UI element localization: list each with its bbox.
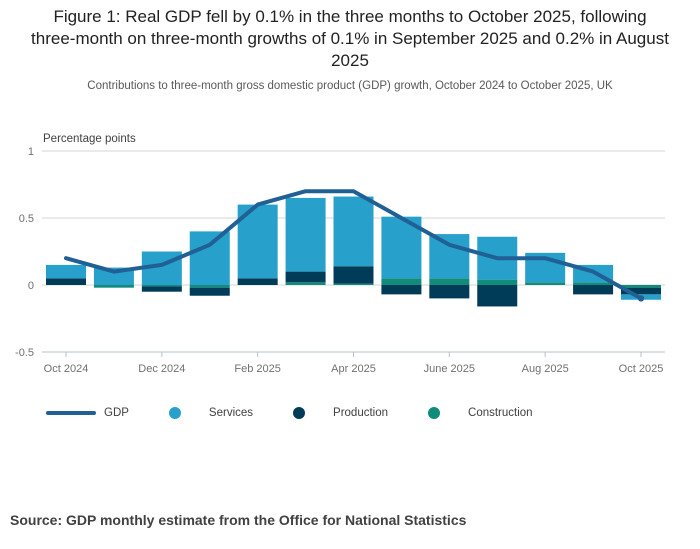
- bar-segment-construction: [477, 279, 518, 285]
- bar-segment-production: [621, 287, 661, 295]
- bar-segment-production: [141, 286, 182, 292]
- bar-segment-construction: [141, 285, 182, 287]
- bar-segment-construction: [429, 278, 470, 285]
- legend-item-gdp: GDP: [46, 407, 129, 419]
- bar-segment-services: [46, 264, 86, 279]
- legend-item-services: Services: [168, 407, 254, 419]
- legend-label: Production: [333, 407, 389, 419]
- figure-title: Figure 1: Real GDP fell by 0.1% in the t…: [31, 7, 669, 70]
- bar-segment-construction: [525, 282, 566, 285]
- gdp-line: [64, 189, 643, 301]
- bar-segment-production: [429, 285, 470, 299]
- legend-item-production: Production: [293, 407, 388, 419]
- y-tick-label: 0: [28, 280, 34, 292]
- y-tick-label: -0.5: [15, 347, 34, 359]
- bar-segment-construction: [285, 282, 326, 285]
- legend-label: GDP: [104, 407, 129, 419]
- figure-subtitle: Contributions to three-month gross domes…: [87, 80, 613, 92]
- y-axis-title: Percentage points: [43, 133, 136, 145]
- x-tick-label: Apr 2025: [331, 363, 376, 375]
- bar-segment-construction: [93, 285, 134, 288]
- legend-label: Construction: [468, 407, 533, 419]
- x-tick-label: Oct 2024: [44, 363, 89, 375]
- bar-segment-services: [189, 231, 230, 285]
- bar-segment-production: [285, 271, 326, 283]
- source-note: Source: GDP monthly estimate from the Of…: [10, 512, 467, 528]
- x-tick-label: Feb 2025: [234, 363, 280, 375]
- gdp-contributions-chart: 1 0.5 0 -0.5 Oct 2024 Dec 2024 Feb 2025 Apr 202…: [15, 146, 665, 375]
- legend-label: Services: [208, 407, 254, 419]
- x-tick-label: Dec 2024: [138, 363, 185, 375]
- y-tick-label: 1: [28, 146, 34, 158]
- bar-segment-production: [46, 278, 86, 285]
- gdp-line-end-marker: [637, 295, 645, 302]
- bar-segment-production: [237, 278, 278, 285]
- bar-segment-construction: [573, 282, 614, 285]
- bar-segment-production: [477, 285, 518, 307]
- x-tick-label: Aug 2025: [522, 363, 569, 375]
- bar-segment-construction: [621, 285, 661, 288]
- bar-segment-production: [381, 285, 422, 295]
- bar-segment-services: [285, 197, 326, 272]
- legend-swatch-services: [168, 407, 181, 419]
- bar-segment-production: [573, 285, 614, 295]
- legend-swatch-gdp: [46, 411, 96, 415]
- legend-swatch-production: [293, 407, 306, 419]
- bar-segment-production: [333, 266, 374, 284]
- bar-segment-production: [189, 287, 230, 296]
- legend-swatch-construction: [428, 407, 441, 419]
- bar-segment-services: [333, 196, 374, 267]
- bar-segment-construction: [333, 283, 374, 285]
- bar-segment-construction: [189, 285, 230, 288]
- bar-segment-construction: [381, 278, 422, 285]
- bar-segment-services: [429, 234, 470, 279]
- x-tick-label: June 2025: [424, 363, 475, 375]
- legend: GDP Services Production Construction: [46, 404, 573, 422]
- y-tick-label: 0.5: [19, 213, 34, 225]
- legend-item-construction: Construction: [428, 407, 533, 419]
- x-tick-label: Oct 2025: [619, 363, 664, 375]
